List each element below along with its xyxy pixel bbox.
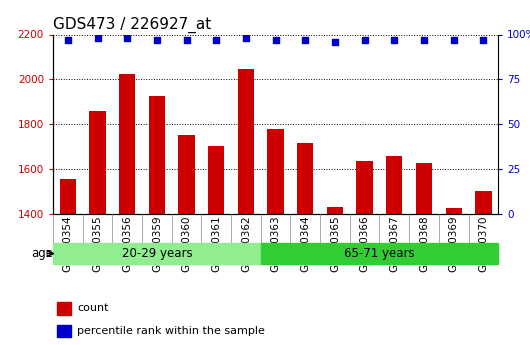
Bar (268, 129, 284, 345)
Bar (386, 156, 402, 345)
Point (390, 37, 399, 43)
Text: GSM10368: GSM10368 (419, 215, 429, 272)
Bar (327, 207, 343, 345)
Text: GSM10365: GSM10365 (330, 215, 340, 272)
Text: GSM10354: GSM10354 (63, 215, 73, 272)
Text: GSM10369: GSM10369 (449, 215, 458, 272)
Point (479, 37, 488, 43)
Text: GSM10359: GSM10359 (152, 215, 162, 272)
Point (420, 37, 428, 43)
Point (301, 37, 310, 43)
Text: 65-71 years: 65-71 years (344, 247, 415, 260)
Bar (446, 208, 462, 345)
Text: GSM10366: GSM10366 (360, 215, 369, 272)
Bar (238, 69, 254, 345)
Bar (60, 179, 76, 345)
Text: GSM10355: GSM10355 (93, 215, 102, 272)
Bar (57, 325, 71, 337)
Bar (53, 243, 261, 264)
Bar (357, 161, 373, 345)
Bar (208, 146, 224, 345)
Bar (57, 302, 71, 315)
Text: GSM10363: GSM10363 (271, 215, 280, 272)
Bar (416, 164, 432, 345)
Point (64, 37, 72, 43)
Text: GSM10360: GSM10360 (182, 215, 191, 272)
Bar (149, 96, 165, 345)
Point (331, 39, 339, 45)
Text: GSM10364: GSM10364 (301, 215, 310, 272)
Text: 20-29 years: 20-29 years (121, 247, 192, 260)
Text: GSM10370: GSM10370 (479, 215, 488, 272)
Bar (297, 143, 313, 345)
Text: age: age (31, 247, 53, 260)
Text: GSM10362: GSM10362 (241, 215, 251, 272)
Point (449, 37, 458, 43)
Point (212, 37, 220, 43)
Point (360, 37, 369, 43)
Text: count: count (77, 303, 109, 313)
Point (242, 35, 250, 41)
Text: percentile rank within the sample: percentile rank within the sample (77, 326, 266, 336)
Point (153, 37, 161, 43)
Bar (261, 243, 498, 264)
Point (93, 35, 102, 41)
Text: GSM10367: GSM10367 (390, 215, 399, 272)
Text: GDS473 / 226927_at: GDS473 / 226927_at (53, 17, 211, 33)
Text: GSM10356: GSM10356 (122, 215, 132, 272)
Point (271, 37, 280, 43)
Bar (179, 135, 195, 345)
Text: GSM10361: GSM10361 (211, 215, 221, 272)
Bar (90, 111, 105, 345)
Point (182, 37, 191, 43)
Point (123, 35, 131, 41)
Bar (475, 191, 491, 345)
Bar (119, 74, 135, 345)
